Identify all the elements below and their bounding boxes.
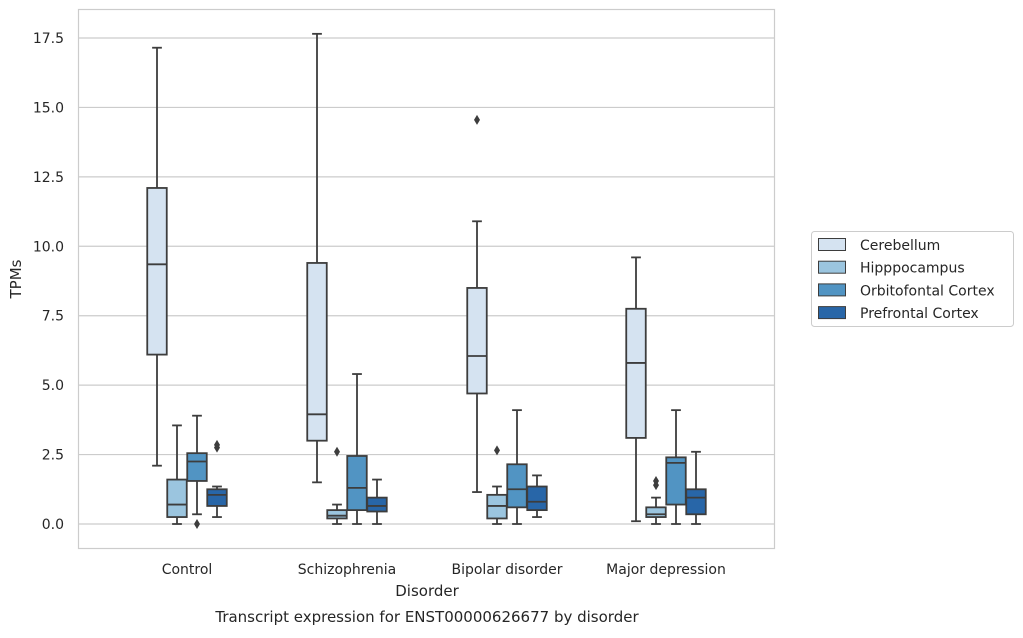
legend-frame [811, 231, 1014, 327]
box-iqr [306, 262, 328, 442]
box-group [186, 414, 208, 529]
box-iqr [506, 463, 528, 509]
x-tick-label: Schizophrenia [298, 562, 396, 578]
box-group [685, 450, 707, 525]
y-axis-ticks: 0.0 2.5 5.0 7.5 10.0 12.5 15.0 17.5 [33, 31, 64, 533]
box-iqr [665, 456, 687, 506]
box-iqr [685, 488, 707, 516]
plot-frame [77, 8, 776, 550]
x-tick-label: Control [162, 562, 213, 578]
box-group [466, 114, 488, 493]
y-tick-label: 5.0 [42, 378, 64, 394]
box-group [326, 446, 348, 525]
box-iqr [206, 488, 228, 507]
y-tick-label: 0.0 [42, 517, 64, 533]
legend-label: Cerebellum [860, 238, 940, 254]
legend-label: Orbitofontal Cortex [860, 283, 995, 299]
legend-label: Hipppocampus [860, 261, 965, 277]
box-iqr [346, 455, 368, 512]
x-tick-label: Bipolar disorder [451, 562, 562, 578]
box-group [645, 475, 667, 525]
x-tick-label: Major depression [606, 562, 726, 578]
box-group [506, 409, 528, 525]
box-iqr [146, 187, 168, 356]
box-iqr [645, 506, 667, 518]
y-tick-label: 17.5 [33, 31, 64, 47]
legend-swatch [818, 260, 846, 274]
x-axis-ticks: Control Schizophrenia Bipolar disorder Majo… [162, 562, 726, 578]
box-iqr [466, 287, 488, 395]
chart-caption: Transcript expression for ENST0000062667… [214, 608, 639, 626]
box-iqr [526, 485, 548, 512]
box-series [146, 32, 707, 529]
box-group [665, 409, 687, 525]
outlier-point [653, 475, 659, 486]
box-group [306, 32, 328, 484]
legend-swatch [818, 238, 846, 251]
box-iqr [366, 496, 388, 513]
box-group [206, 439, 228, 518]
box-group [346, 373, 368, 525]
legend-swatch [818, 306, 846, 320]
box-iqr [326, 509, 348, 520]
box-group [486, 445, 508, 525]
outlier-point [334, 446, 340, 457]
box-iqr [166, 478, 188, 518]
y-tick-label: 10.0 [33, 239, 64, 255]
y-tick-label: 12.5 [33, 170, 64, 186]
legend-swatch [818, 283, 846, 297]
x-axis-label: Disorder [395, 582, 459, 600]
legend: Cerebellum Hipppocampus Orbitofontal Corte… [811, 231, 1014, 327]
grid-lines [78, 37, 775, 525]
box-group [366, 478, 388, 525]
y-axis-label: TPMs [7, 259, 25, 299]
box-iqr [625, 307, 647, 439]
box-group [146, 46, 168, 467]
box-group [526, 474, 548, 518]
outlier-point [194, 519, 200, 529]
box-iqr [186, 452, 208, 482]
box-group [625, 256, 647, 523]
outlier-point [474, 114, 480, 125]
y-tick-label: 15.0 [33, 100, 64, 116]
legend-label: Prefrontal Cortex [860, 306, 979, 322]
outlier-point [214, 439, 220, 450]
y-tick-label: 2.5 [42, 448, 64, 464]
outlier-point [494, 445, 500, 456]
y-tick-label: 7.5 [42, 309, 64, 325]
box-group [166, 424, 188, 525]
